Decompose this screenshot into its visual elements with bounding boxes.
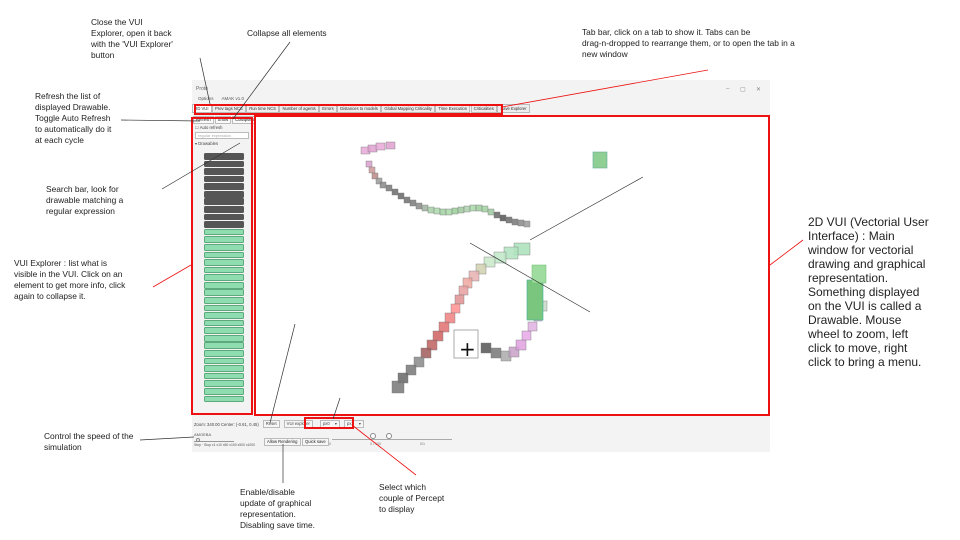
drawable-list-item[interactable] — [204, 190, 244, 198]
note-search-bar: Search bar, look for drawable matching a… — [46, 184, 124, 216]
drawable-list-item[interactable] — [204, 198, 244, 206]
auto-refresh-checkbox[interactable]: ☐ Auto refresh — [195, 125, 223, 130]
auto-refresh-label: Auto refresh — [199, 125, 223, 130]
note-tab-bar: Tab bar, click on a tab to show it. Tabs… — [582, 27, 795, 59]
maximize-icon[interactable]: ▢ — [740, 87, 746, 93]
drawable-context[interactable] — [385, 141, 396, 150]
drawable-context[interactable] — [515, 339, 527, 351]
drawable-list-item[interactable] — [204, 395, 244, 403]
drawable-list-item[interactable] — [204, 372, 244, 380]
percept-cross-icon: + — [459, 337, 476, 361]
drawable-list-item[interactable] — [204, 357, 244, 365]
drawable-list-item[interactable] — [204, 350, 244, 357]
drawable-list-item[interactable] — [204, 319, 244, 327]
highlight-tab-bar — [194, 104, 503, 115]
highlight-percept-select — [304, 417, 354, 429]
percept-1-value: px0 — [322, 421, 330, 426]
note-enable-disable: Enable/disable update of graphical repre… — [240, 487, 315, 530]
speed-slider[interactable] — [194, 438, 234, 442]
reset-button[interactable]: Reset — [262, 420, 280, 428]
zoom-readout: Zoom: 340.00 Center: (-0.61, 0.45) — [194, 421, 259, 427]
note-refresh: Refresh the list of displayed Drawable. … — [35, 91, 112, 145]
drawable-list-item[interactable] — [204, 289, 244, 297]
slider-left-label: 0 — [329, 442, 331, 446]
drawable-context[interactable] — [375, 177, 383, 185]
drawable-list-item[interactable] — [204, 206, 244, 213]
drawable-context[interactable] — [405, 364, 417, 376]
drawable-list-item[interactable] — [204, 334, 244, 342]
drawable-context[interactable] — [426, 339, 438, 351]
drawable-context[interactable] — [508, 346, 520, 358]
drawable-context[interactable] — [450, 303, 461, 314]
speed-panel: AMOEBA Step · Stop x1 x10 x50 x100 x500 … — [194, 432, 255, 447]
drawable-context[interactable] — [385, 184, 393, 192]
speed-label: AMOEBA — [194, 432, 212, 437]
note-control-speed: Control the speed of the simulation — [44, 431, 134, 452]
drawable-context[interactable] — [413, 356, 425, 368]
note-close-explorer: Close the VUI Explorer, open it back wit… — [91, 17, 173, 60]
note-select-couple: Select which couple of Percept to displa… — [379, 482, 445, 514]
speed-slider-handle[interactable] — [196, 438, 200, 442]
quick-save-button[interactable]: Quick save — [302, 438, 329, 446]
drawable-context[interactable] — [375, 142, 386, 151]
note-vui-explorer: VUI Explorer : list what is visible in t… — [14, 258, 126, 301]
drawable-list-item[interactable] — [204, 365, 244, 372]
drawable-list-item[interactable] — [204, 236, 244, 244]
cycle-slider-handle-2[interactable] — [386, 433, 392, 439]
drawable-chain-upper[interactable] — [360, 141, 531, 228]
cycle-slider-handle-1[interactable] — [370, 433, 376, 439]
drawable-list-item[interactable] — [204, 312, 244, 319]
drawable-context[interactable] — [420, 347, 432, 359]
allow-rendering-button[interactable]: Allow Rendering — [264, 438, 301, 446]
drawable-context[interactable] — [371, 172, 379, 180]
close-icon[interactable]: ✕ — [756, 87, 762, 93]
slider-mid-label: 0 / 100 — [370, 442, 381, 446]
highlight-vui-canvas — [254, 115, 770, 416]
drawable-context[interactable] — [521, 330, 532, 341]
percept-box — [453, 329, 479, 359]
drawable-list-item[interactable] — [204, 281, 244, 289]
drawable-context[interactable] — [527, 321, 538, 332]
drawable-context[interactable] — [438, 321, 450, 333]
highlight-vui-explorer — [191, 117, 253, 415]
slider-right-label: 0/1 — [420, 442, 425, 446]
menu-options[interactable]: Options — [198, 96, 214, 101]
window-title: Proto — [196, 86, 208, 92]
drawable-list-item[interactable] — [204, 296, 244, 304]
menu-amak[interactable]: AMAK v1.0 — [221, 96, 245, 101]
drawable-list-item[interactable] — [204, 243, 244, 251]
drawable-context[interactable] — [444, 312, 456, 324]
drawable-list-item[interactable] — [204, 259, 244, 266]
search-input[interactable]: regular expression — [195, 132, 249, 139]
drawable-list-item[interactable] — [204, 387, 244, 395]
drawable-list-item[interactable] — [204, 251, 244, 259]
show-button[interactable]: Show — [214, 116, 232, 124]
drawable-list-item[interactable] — [204, 380, 244, 388]
drawable-list-item[interactable] — [204, 213, 244, 221]
drawable-list-item[interactable] — [204, 221, 244, 228]
drawable-list-item[interactable] — [204, 228, 244, 236]
drawable-context[interactable] — [391, 188, 399, 196]
drawable-list-item[interactable] — [204, 304, 244, 312]
note-collapse-all: Collapse all elements — [247, 28, 327, 38]
drawable-list-item[interactable] — [204, 266, 244, 274]
speed-ticks: Step · Stop x1 x10 x50 x100 x500 x1000 — [194, 443, 256, 447]
note-vui-2d: 2D VUI (Vectorial User Interface) : Main… — [808, 215, 929, 369]
drawable-context[interactable] — [397, 192, 405, 200]
drawable-context[interactable] — [592, 151, 608, 169]
drawable-context[interactable] — [432, 330, 444, 342]
percept-2-value: px1 — [346, 421, 354, 426]
minimize-icon[interactable]: – — [726, 86, 730, 92]
drawable-list-item[interactable] — [204, 342, 244, 350]
drawable-list-item[interactable] — [204, 327, 244, 334]
drawable-list-item[interactable] — [204, 274, 244, 281]
vui-explorer-button[interactable]: VUI explorer — [283, 420, 313, 428]
menu-bar: Options AMAK v1.0 — [198, 96, 251, 101]
drawable-context[interactable] — [391, 380, 405, 394]
cycle-slider[interactable] — [332, 436, 452, 440]
